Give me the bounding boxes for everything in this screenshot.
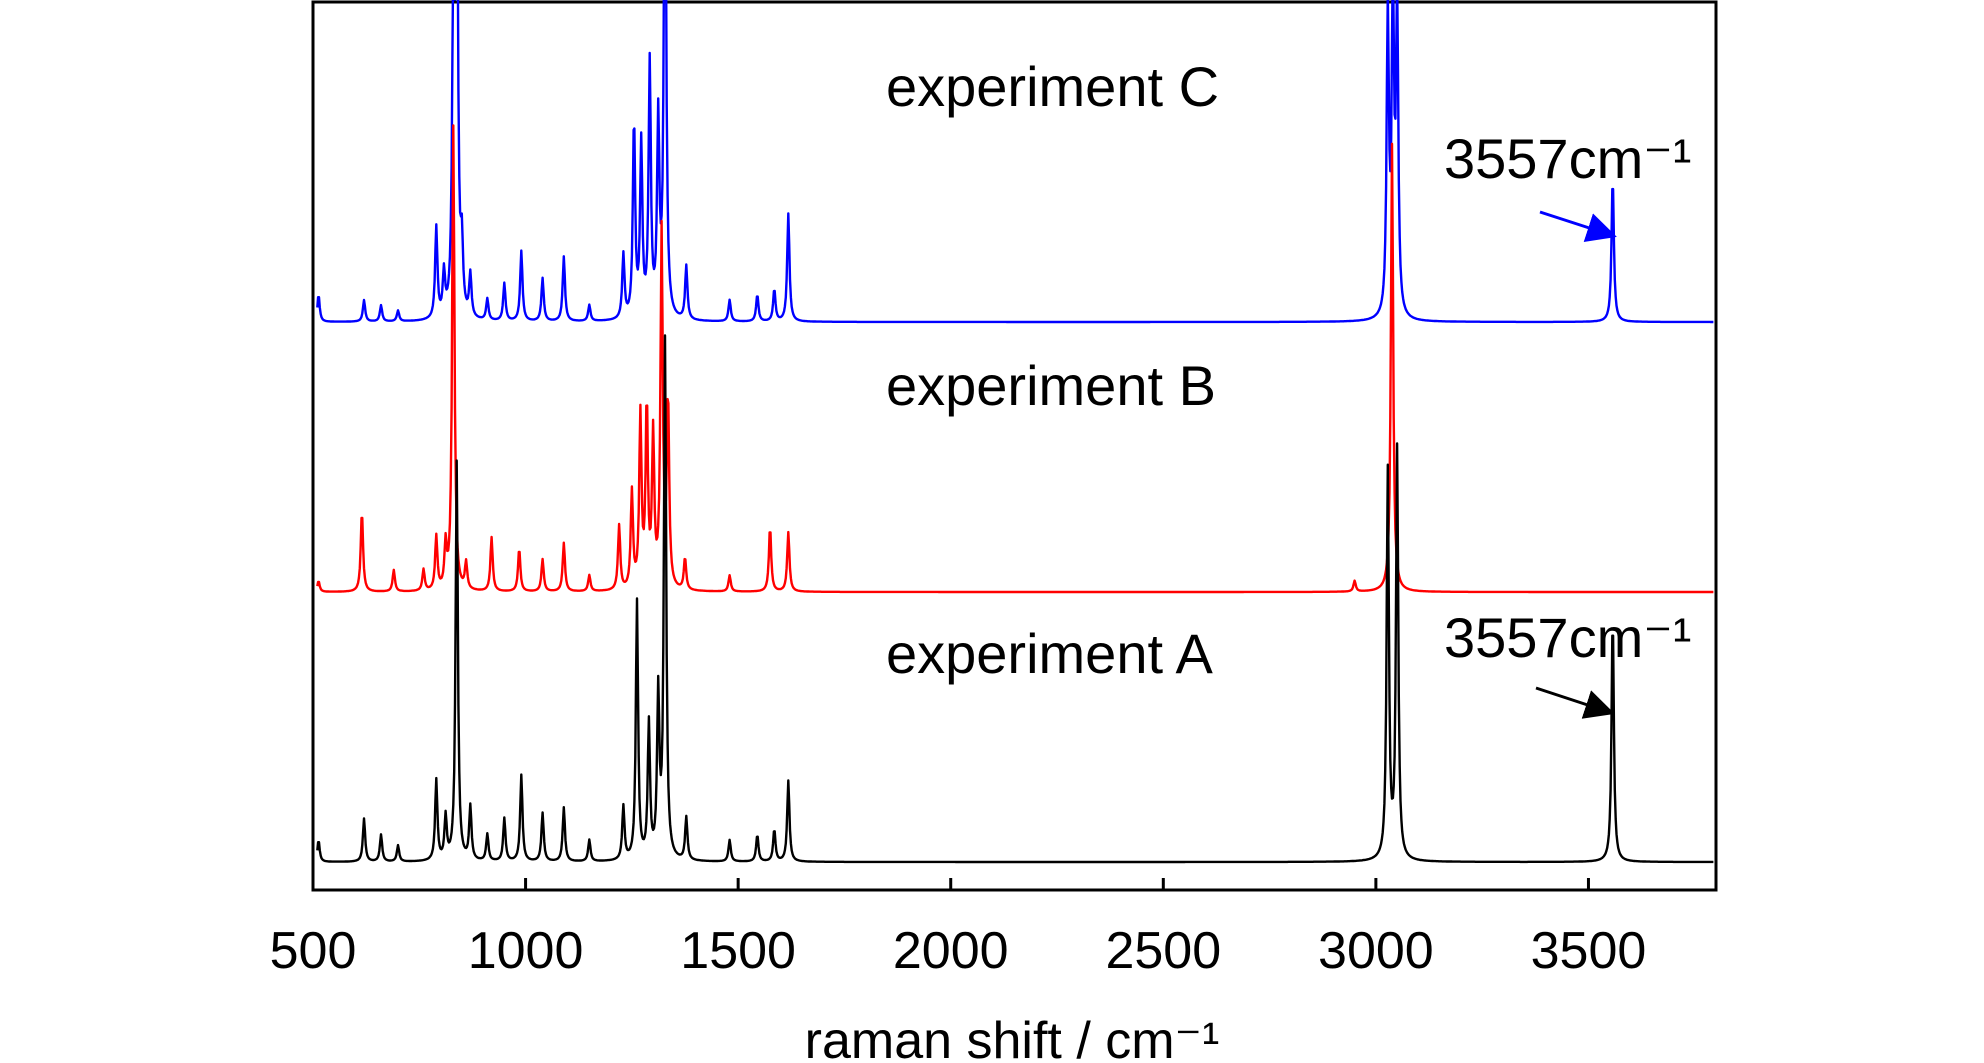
series-label-experiment-c: experiment C (886, 55, 1219, 118)
x-tick-label-500: 500 (270, 922, 357, 980)
annotation-peak-label-c: 3557cm⁻¹ (1444, 127, 1691, 190)
x-tick-label-3000: 3000 (1318, 922, 1434, 980)
annotation-peak-label-a: 3557cm⁻¹ (1444, 606, 1691, 669)
x-tick-label-3500: 3500 (1531, 922, 1647, 980)
x-tick-label-1000: 1000 (468, 922, 584, 980)
x-tick-label-1500: 1500 (680, 922, 796, 980)
x-axis-ticks: 500 1000 1500 2000 2500 3000 3500 (270, 878, 1647, 980)
x-axis-title: raman shift / cm⁻¹ (805, 1012, 1220, 1063)
plot-frame (311, 0, 1718, 892)
series-line-experiment-b (316, 124, 1714, 594)
annotation-arrow-c (1539, 210, 1617, 242)
series-line-experiment-a (316, 334, 1714, 864)
series-label-experiment-a: experiment A (886, 622, 1213, 685)
annotation-arrow-a (1535, 686, 1615, 719)
series-label-experiment-b: experiment B (886, 354, 1216, 417)
series-line-experiment-c (316, 0, 1714, 324)
x-tick-label-2500: 2500 (1105, 922, 1221, 980)
x-tick-label-2000: 2000 (893, 922, 1009, 980)
series-layer (316, 0, 1714, 864)
